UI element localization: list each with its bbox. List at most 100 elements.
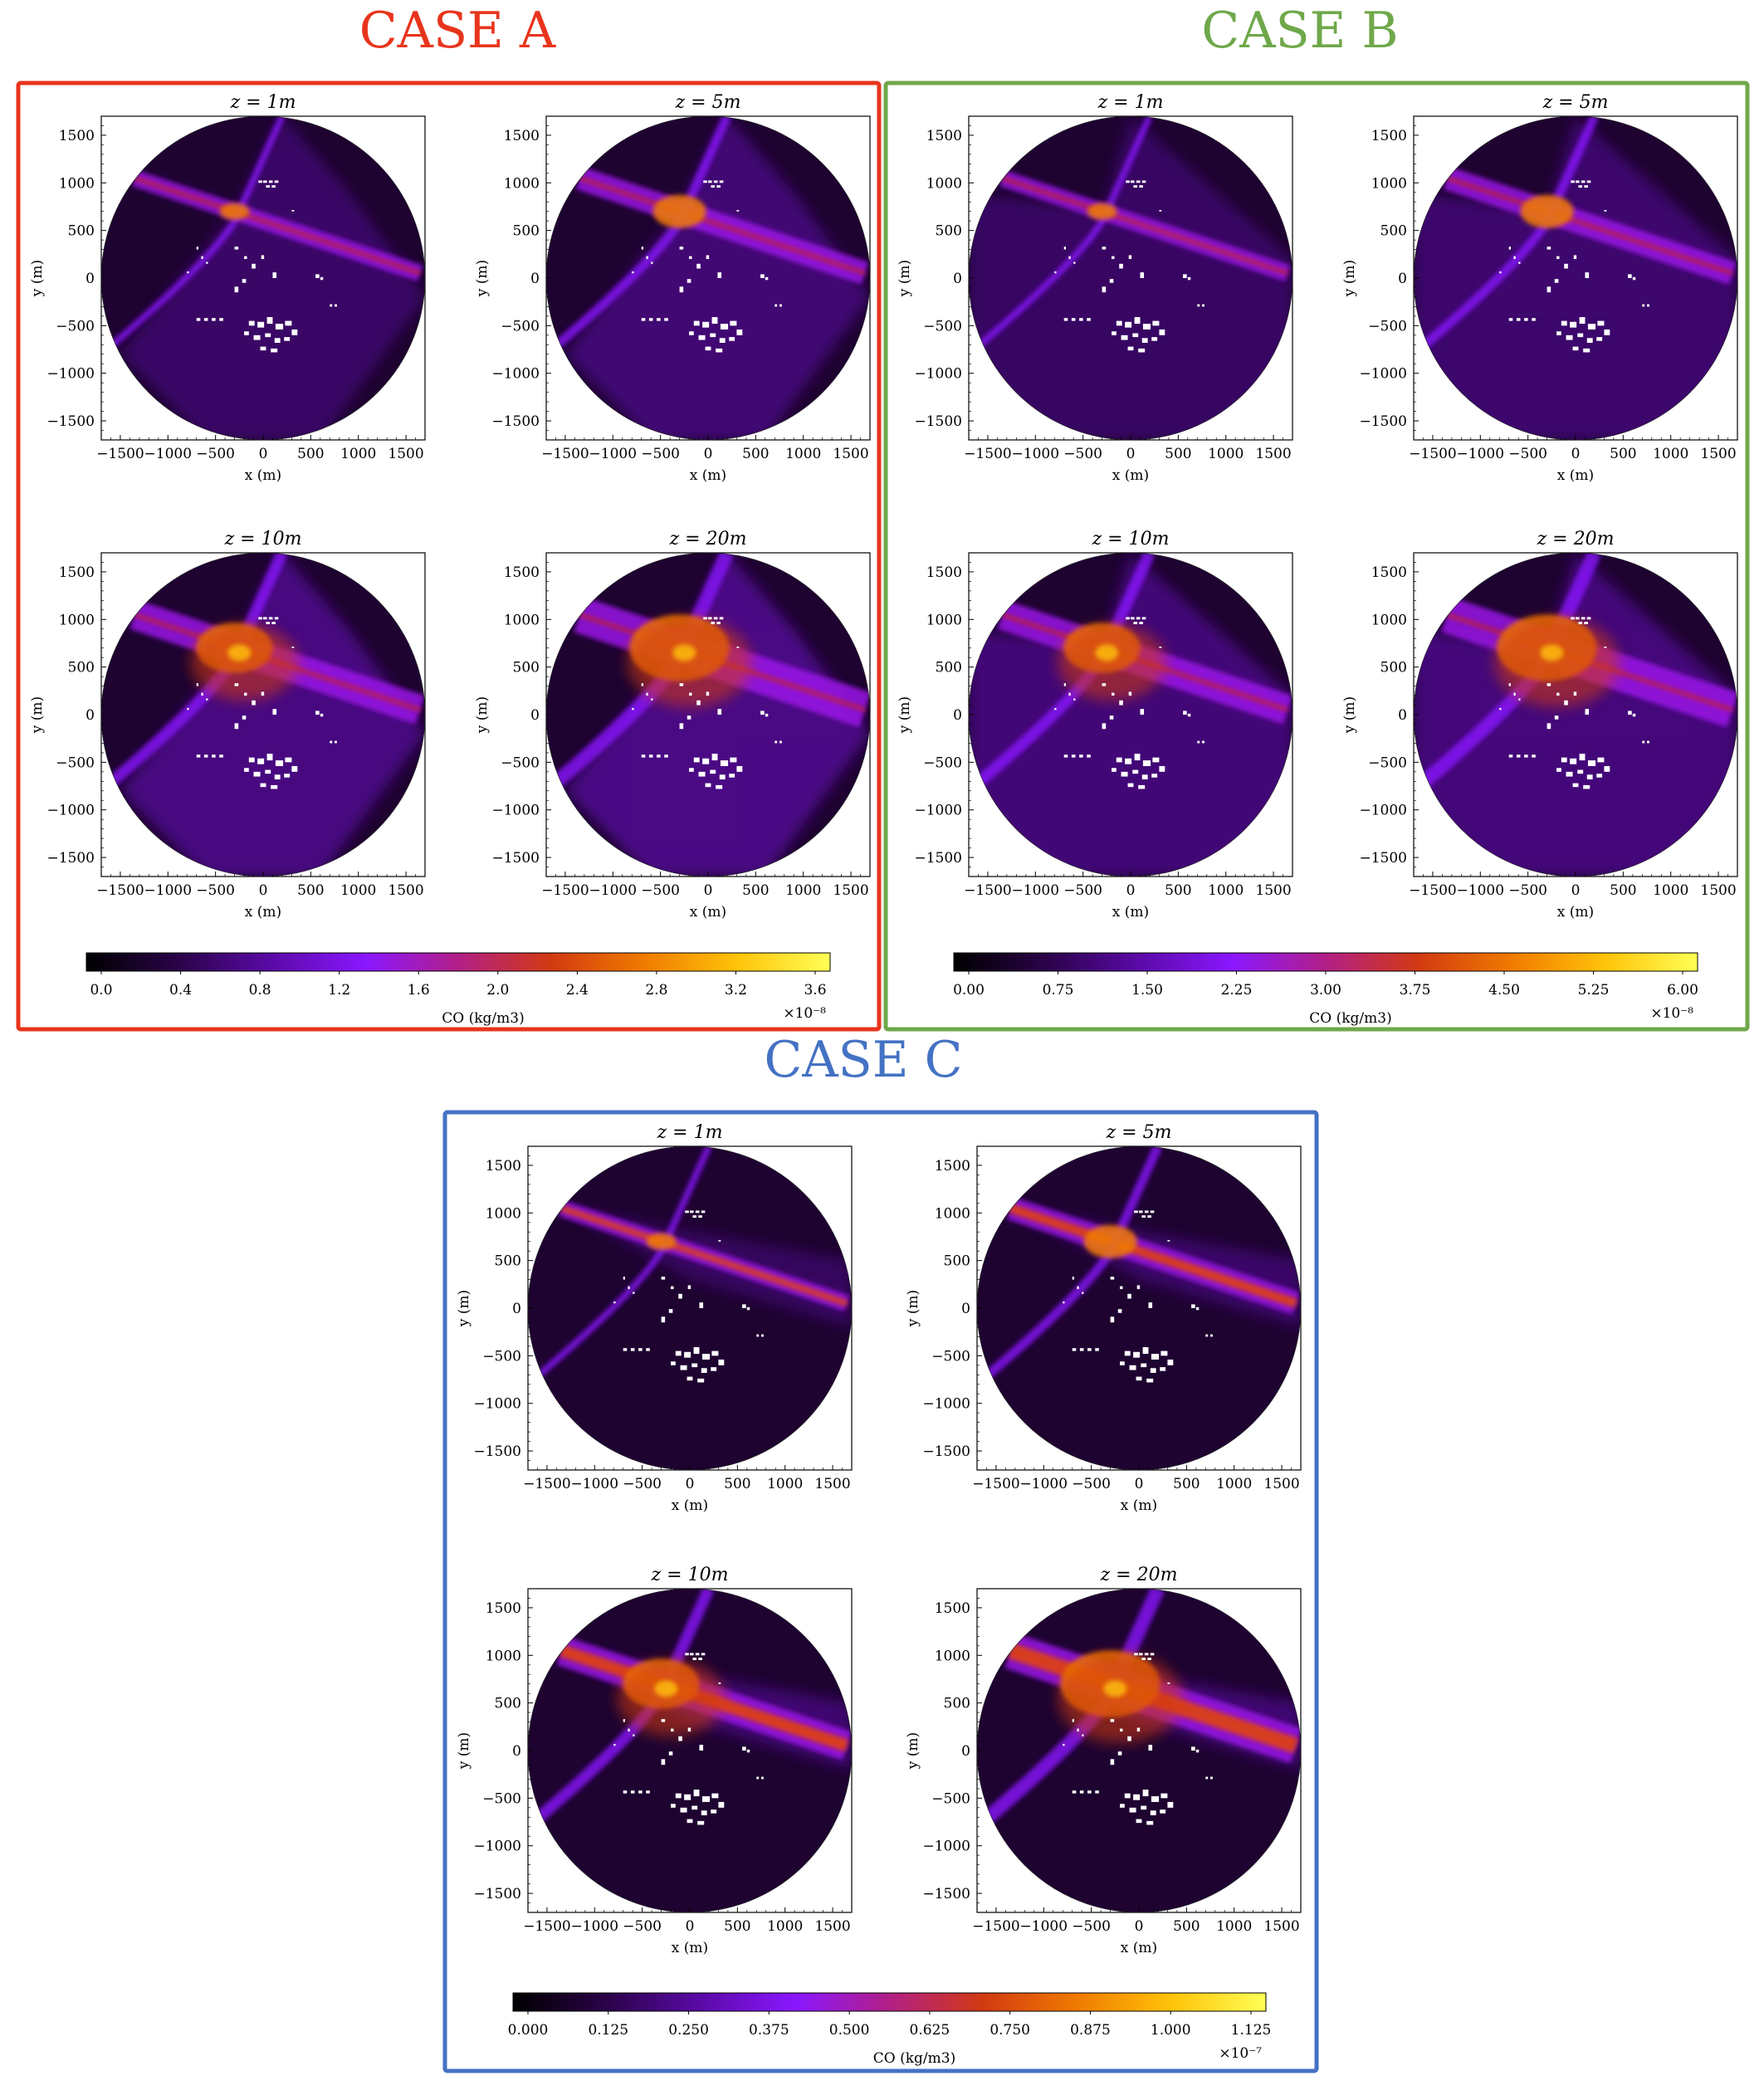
building — [1571, 180, 1575, 183]
building — [711, 1350, 719, 1356]
building — [701, 1210, 706, 1214]
y-axis-label: y (m) — [897, 260, 913, 297]
y-tick-label: −1000 — [46, 803, 95, 819]
y-tick-label: 1500 — [1371, 128, 1407, 144]
concentration-field — [528, 1589, 852, 1912]
building — [1120, 1728, 1123, 1732]
axis-ticks: −1500 −1000 −500 0 500 1000 1500150010005000−5… — [473, 1155, 851, 1492]
building — [1063, 247, 1066, 250]
building — [719, 180, 724, 183]
colorbar: 0.000 0.125 0.250 0.375 0.500 0.625 0.750 0.875… — [508, 1992, 1271, 2067]
building — [1547, 723, 1551, 730]
colorbar-tick-label: 0.75 — [1043, 982, 1074, 999]
building — [291, 646, 295, 648]
building — [689, 331, 694, 335]
x-tick-label: 0 — [1126, 882, 1136, 899]
building — [1161, 1793, 1168, 1799]
building — [271, 185, 276, 188]
building — [1195, 1749, 1200, 1753]
buildings — [187, 617, 337, 789]
building — [1136, 1727, 1141, 1732]
building — [1120, 1286, 1123, 1290]
building — [1561, 757, 1567, 763]
x-tick-label: −500 — [1063, 882, 1102, 899]
x-tick-label: 500 — [1173, 1918, 1200, 1935]
building — [1573, 255, 1577, 260]
colorbar-tick-label: 0.8 — [249, 982, 271, 999]
panel-title: z = 5m — [1106, 1122, 1172, 1143]
building — [742, 1746, 746, 1751]
concentration-field — [546, 116, 870, 440]
colorbar-tick-label: 5.25 — [1578, 982, 1610, 999]
building — [1141, 1215, 1146, 1218]
heatmap-panel: z = 20m−1500 −1000 −500 0 500 1000 15001500100… — [905, 1565, 1302, 1956]
building — [687, 715, 691, 720]
building — [706, 691, 710, 696]
building — [1161, 1350, 1168, 1356]
y-tick-label: 1500 — [486, 1600, 521, 1617]
building — [779, 740, 782, 744]
building — [1127, 346, 1134, 351]
building — [685, 1653, 689, 1656]
y-axis-label: y (m) — [456, 1290, 472, 1327]
y-tick-label: −1500 — [914, 413, 962, 430]
building — [1112, 256, 1115, 260]
concentration-field — [101, 553, 425, 877]
x-tick-label: −500 — [1508, 882, 1547, 899]
building — [671, 1286, 674, 1290]
building — [274, 180, 279, 183]
building — [1586, 617, 1591, 620]
building — [291, 329, 298, 335]
axis-ticks: −1500 −1000 −500 0 500 1000 1500150010005000−5… — [922, 1155, 1300, 1492]
building — [1148, 1745, 1153, 1751]
x-tick-label: 1000 — [1653, 882, 1688, 899]
building — [206, 261, 208, 264]
x-tick-label: −500 — [623, 1918, 662, 1935]
heatmap-panel: z = 20m−1500 −1000 −500 0 500 1000 15001500100… — [474, 529, 871, 921]
y-tick-label: 1000 — [59, 612, 95, 628]
building — [716, 622, 721, 625]
hotspot-core — [654, 1680, 678, 1697]
building — [1087, 1790, 1092, 1794]
building — [668, 1751, 673, 1756]
x-axis-label: x (m) — [690, 904, 726, 921]
buildings — [632, 617, 782, 789]
plume-haze — [969, 116, 1292, 440]
building — [266, 754, 273, 761]
building — [258, 180, 262, 183]
building — [1578, 622, 1583, 625]
building — [698, 1658, 702, 1661]
building — [1547, 683, 1551, 686]
building — [1513, 256, 1516, 260]
building — [710, 769, 716, 774]
building — [719, 338, 726, 343]
building — [1079, 755, 1083, 758]
case-b-title: CASE B — [1201, 2, 1398, 60]
building — [632, 271, 634, 274]
building — [244, 768, 249, 772]
colorbar-tick-label: 3.6 — [804, 982, 826, 999]
building — [1102, 723, 1107, 730]
building — [690, 1210, 694, 1214]
building — [1142, 1347, 1149, 1355]
building — [253, 771, 261, 777]
building — [1187, 713, 1191, 717]
y-tick-label: 1000 — [486, 1205, 521, 1222]
y-tick-label: −1000 — [922, 1396, 970, 1413]
building — [1132, 333, 1139, 338]
building — [1604, 765, 1610, 772]
hotspot — [1520, 194, 1574, 228]
building — [257, 758, 265, 764]
building — [693, 1790, 700, 1797]
x-tick-label: 1500 — [1700, 446, 1736, 462]
building — [693, 1347, 700, 1355]
colorbar-tick-label: 0.500 — [829, 2022, 870, 2039]
building — [260, 783, 266, 788]
building — [1119, 700, 1123, 706]
building — [638, 1348, 643, 1351]
colorbar-tick-label: 3.2 — [725, 982, 747, 999]
y-tick-label: 1500 — [504, 564, 540, 581]
y-tick-label: 1000 — [59, 175, 95, 192]
building — [1144, 1653, 1149, 1656]
building — [1516, 755, 1521, 758]
